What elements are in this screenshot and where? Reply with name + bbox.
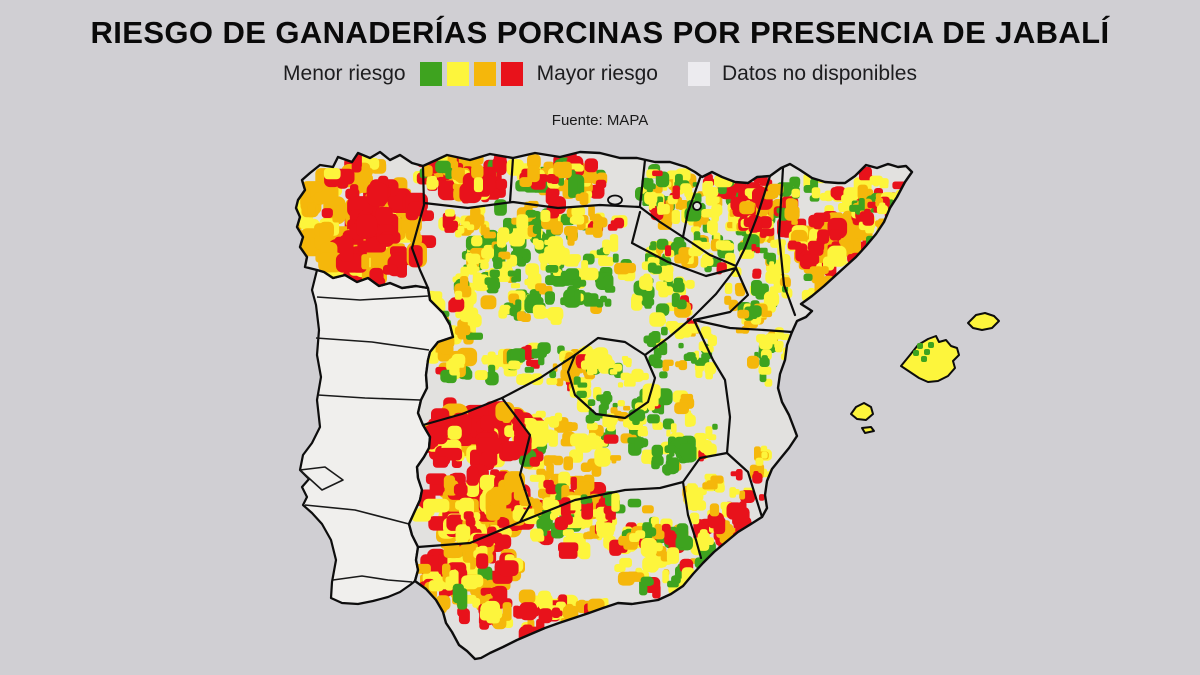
region-blobs-soria (631, 256, 695, 327)
island-menorca (967, 312, 1000, 331)
legend-swatch-red-icon (500, 62, 523, 86)
region-blobs-cantabria (506, 152, 608, 214)
region-borders (410, 156, 797, 560)
legend-swatch-orange-icon (473, 62, 496, 86)
legend-high-label: Mayor riesgo (536, 62, 658, 85)
legend-risk-scale (419, 62, 523, 86)
region-blobs-huelva-sevilla (413, 526, 525, 625)
region-blobs-basque (635, 164, 701, 230)
legend-nodata-swatch (687, 62, 710, 86)
region-blobs-cat-centre (782, 205, 873, 277)
enclave-ring-2 (692, 201, 702, 211)
legend-swatch-green-icon (419, 62, 442, 86)
spain-coastline (294, 150, 914, 661)
region-blobs-valencia-north (747, 327, 792, 387)
region-blobs-madrid (569, 352, 649, 419)
legend-low-label: Menor riesgo (283, 62, 406, 85)
legend: Menor riesgo Mayor riesgo Datos no dispo… (0, 62, 1200, 86)
region-blobs-huesca (737, 172, 804, 256)
region-blobs-albacete-green (651, 435, 697, 476)
legend-nodata-label: Datos no disponibles (721, 62, 917, 85)
source-caption: Fuente: MAPA (551, 112, 649, 129)
region-blobs-asturias (413, 152, 508, 204)
enclave-ring (607, 194, 623, 206)
region-blobs-murcia (682, 473, 750, 535)
island-mallorca (900, 335, 960, 383)
island-ibiza (850, 402, 874, 421)
region-blobs-guadalajara (643, 317, 717, 380)
page-title: RIESGO DE GANADERÍAS PORCINAS POR PRESEN… (90, 15, 1110, 50)
legend-swatch-yellow-icon (446, 62, 469, 86)
island-formentera (861, 426, 875, 434)
portugal-district-borders (299, 295, 430, 583)
region-blobs-galicia-red-east (335, 175, 437, 291)
